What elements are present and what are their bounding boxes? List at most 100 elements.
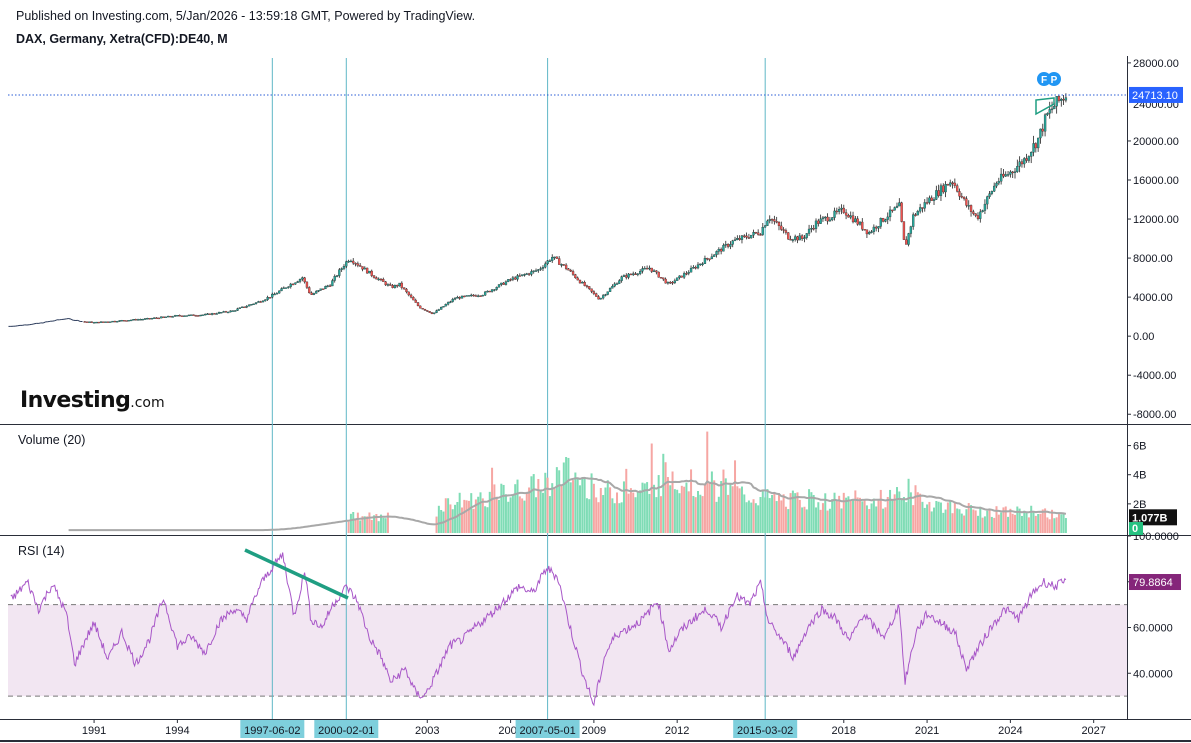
candle-body [375, 277, 378, 280]
candle-body [102, 321, 105, 323]
candle-body [773, 219, 776, 222]
candle-body [824, 216, 827, 219]
candle-body [312, 293, 316, 295]
candle-body [953, 182, 956, 186]
volume-bar [738, 488, 741, 533]
candle-body [766, 220, 769, 226]
volume-bar [687, 491, 690, 533]
volume-bar [602, 495, 605, 533]
volume-bar [1025, 512, 1028, 533]
candle-body [396, 285, 399, 287]
candle-body [673, 280, 677, 283]
candle-body [423, 308, 427, 311]
candle-body [407, 291, 410, 296]
volume-bar [960, 513, 963, 533]
volume-bar [1004, 506, 1007, 533]
candle-body [88, 321, 91, 323]
candle-body [173, 315, 177, 317]
volume-bar [1039, 513, 1042, 533]
candle-body [523, 274, 526, 276]
candle-body [812, 228, 815, 230]
candle-body [747, 237, 751, 239]
candle-body [120, 320, 123, 322]
candle-body [352, 260, 355, 264]
candle-body [488, 290, 491, 293]
candle-body [201, 314, 204, 316]
candle-body [678, 275, 681, 278]
volume-bar [1011, 513, 1014, 533]
candle-body [601, 295, 605, 299]
candle-body [500, 282, 503, 285]
candle-body [514, 277, 517, 280]
volume-pane-title: Volume (20) [18, 433, 86, 447]
volume-bar [782, 494, 785, 533]
candle-body [382, 279, 385, 282]
volume-bar [780, 500, 783, 533]
volume-bar [1020, 515, 1023, 533]
candle-body [231, 310, 235, 312]
candle-body [768, 219, 771, 222]
volume-bar [539, 490, 542, 533]
candle-body [243, 306, 246, 309]
volume-bar [750, 502, 753, 533]
candle-body [567, 268, 570, 271]
volume-bar [956, 508, 959, 533]
candle-body [1020, 161, 1024, 165]
volume-bar [618, 503, 621, 533]
candle-body [754, 232, 758, 234]
candle-body [111, 320, 114, 323]
volume-bar [491, 467, 494, 533]
candle-body [694, 267, 697, 269]
volume-bar [592, 483, 595, 533]
candle-body [662, 277, 665, 280]
volume-bar [659, 496, 662, 533]
volume-bar [914, 485, 917, 533]
volume-bar [972, 509, 975, 533]
candle-body [490, 289, 494, 292]
candle-body [294, 282, 297, 285]
volume-bar [1016, 506, 1019, 533]
volume-bar [946, 502, 949, 533]
candle-body [849, 215, 852, 218]
candle-body [273, 293, 276, 296]
volume-bar [472, 508, 475, 533]
rsi-line [10, 552, 1067, 707]
candle-body [939, 185, 943, 196]
candle-body [798, 235, 801, 241]
volume-bar [981, 517, 984, 533]
volume-bar [798, 499, 801, 533]
volume-bar [759, 496, 762, 533]
candle-body [995, 182, 998, 187]
candle-body [770, 219, 774, 221]
volume-bar [1027, 517, 1030, 533]
candle-body [564, 264, 568, 269]
volume-bar [578, 485, 581, 533]
candle-body [477, 295, 480, 297]
candle-body [685, 273, 688, 275]
candle-body [819, 218, 822, 224]
candle-body [800, 235, 804, 239]
candle-body [308, 287, 311, 294]
volume-bar [865, 505, 868, 533]
candle-body [116, 321, 119, 323]
volume-last-badge [1129, 509, 1177, 526]
candle-body [1025, 158, 1028, 161]
candle-body [974, 213, 977, 216]
candle-body [888, 209, 892, 218]
volume-bar [437, 505, 440, 533]
volume-bar [840, 508, 843, 533]
candle-body [807, 228, 811, 234]
candle-body [217, 312, 221, 314]
candle-body [608, 288, 612, 292]
volume-bar [386, 512, 389, 533]
volume-bar [370, 519, 373, 533]
candle-body [546, 260, 549, 265]
volume-bar [724, 478, 727, 533]
volume-bar [641, 482, 644, 533]
volume-bar [933, 507, 936, 533]
candle-body [713, 254, 716, 257]
candle-body [398, 282, 401, 287]
candle-body [706, 258, 709, 260]
volume-bar [821, 503, 824, 533]
candle-body [481, 294, 484, 297]
